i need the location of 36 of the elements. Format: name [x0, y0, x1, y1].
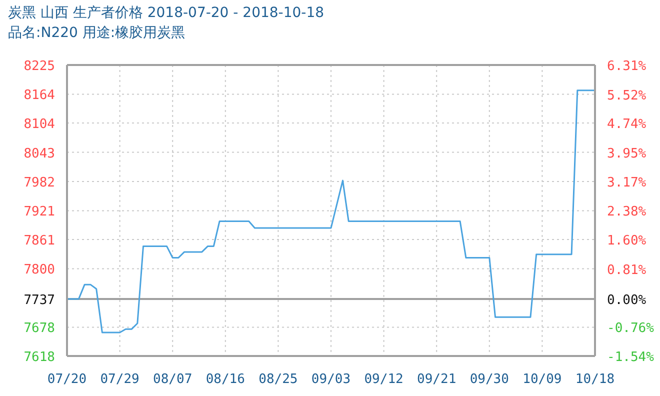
- y2-tick-label: 2.38%: [607, 204, 646, 220]
- y2-tick-label: -1.54%: [607, 350, 654, 365]
- y-tick-label: 7618: [24, 350, 55, 365]
- y-tick-label: 7861: [24, 234, 55, 249]
- x-tick-label: 10/18: [575, 372, 615, 388]
- y2-tick-label: 3.17%: [607, 175, 646, 190]
- line-series: [67, 90, 595, 334]
- y-tick-label: 7982: [24, 175, 55, 190]
- x-tick-label: 07/29: [100, 372, 140, 388]
- x-tick-label: 08/07: [153, 372, 192, 388]
- chart-title: 炭黑 山西 生产者价格 2018-07-20 - 2018-10-18: [8, 4, 324, 22]
- y-tick-label: 7737: [24, 292, 55, 308]
- y-tick-label: 8043: [24, 146, 55, 162]
- x-tick-label: 10/09: [522, 372, 562, 388]
- y-tick-label: 8164: [24, 88, 56, 104]
- x-tick-label: 09/21: [417, 372, 456, 388]
- y2-tick-label: 4.74%: [607, 117, 646, 132]
- y-tick-label: 8104: [24, 117, 56, 132]
- x-tick-label: 09/03: [311, 372, 351, 388]
- y-tick-label: 7678: [24, 321, 55, 336]
- x-tick-label: 09/12: [364, 372, 404, 388]
- y-tick-label: 7800: [24, 262, 55, 278]
- y-tick-label: 7921: [24, 204, 55, 220]
- y2-tick-label: 0.81%: [607, 262, 646, 278]
- y2-tick-label: 1.60%: [607, 234, 646, 249]
- y2-tick-label: -0.76%: [607, 321, 654, 336]
- y-tick-label: 8225: [24, 59, 55, 74]
- y2-tick-label: 3.95%: [607, 146, 646, 162]
- chart-subtitle: 品名:N220 用途:橡胶用炭黑: [8, 24, 186, 42]
- x-tick-label: 09/30: [470, 372, 509, 388]
- x-tick-label: 08/16: [206, 372, 245, 388]
- y2-tick-label: 5.52%: [607, 88, 646, 104]
- x-tick-label: 08/25: [258, 372, 298, 388]
- x-tick-label: 07/20: [47, 372, 87, 388]
- y2-tick-label: 0.00%: [607, 292, 646, 308]
- y2-tick-label: 6.31%: [607, 59, 646, 74]
